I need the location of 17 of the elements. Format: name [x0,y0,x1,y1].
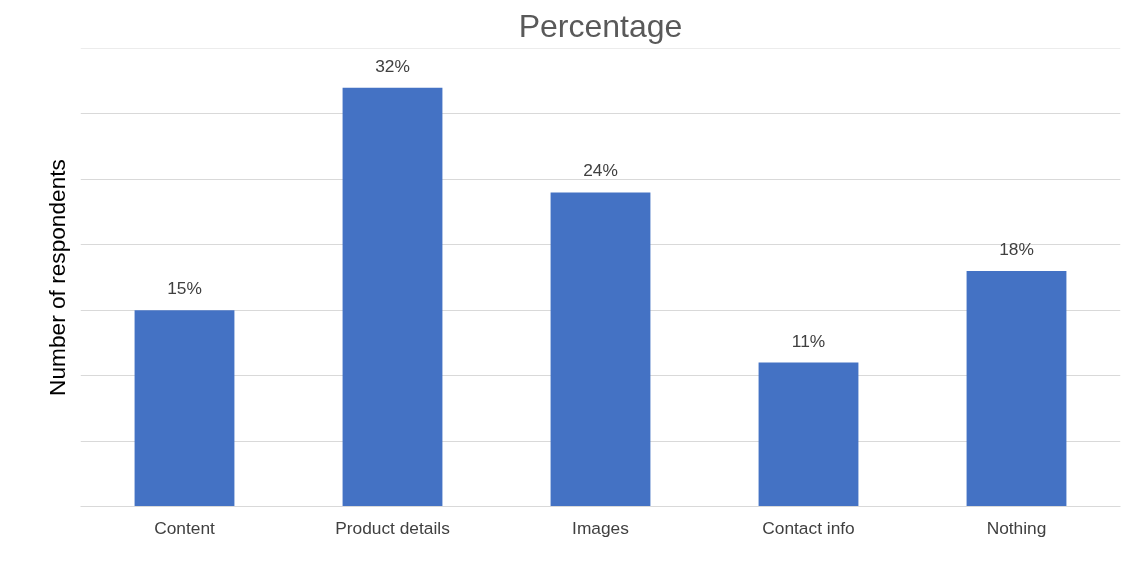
x-tick-label: Product details [335,517,451,538]
bar [966,270,1067,507]
x-tick-label: Nothing [986,517,1047,538]
data-label: 18% [999,238,1034,259]
data-label: 32% [375,55,410,76]
bar [342,87,443,507]
bar [134,310,235,507]
x-tick-label: Content [154,517,216,538]
bar [550,192,651,507]
data-label: 15% [167,278,202,299]
x-tick-label: Contact info [762,517,855,538]
data-label: 11% [791,330,826,351]
bar [758,362,859,507]
data-label: 24% [583,160,618,181]
y-axis-title: Number of respondents [43,159,70,396]
x-tick-label: Images [572,517,630,538]
chart-title: Percentage [518,7,683,44]
